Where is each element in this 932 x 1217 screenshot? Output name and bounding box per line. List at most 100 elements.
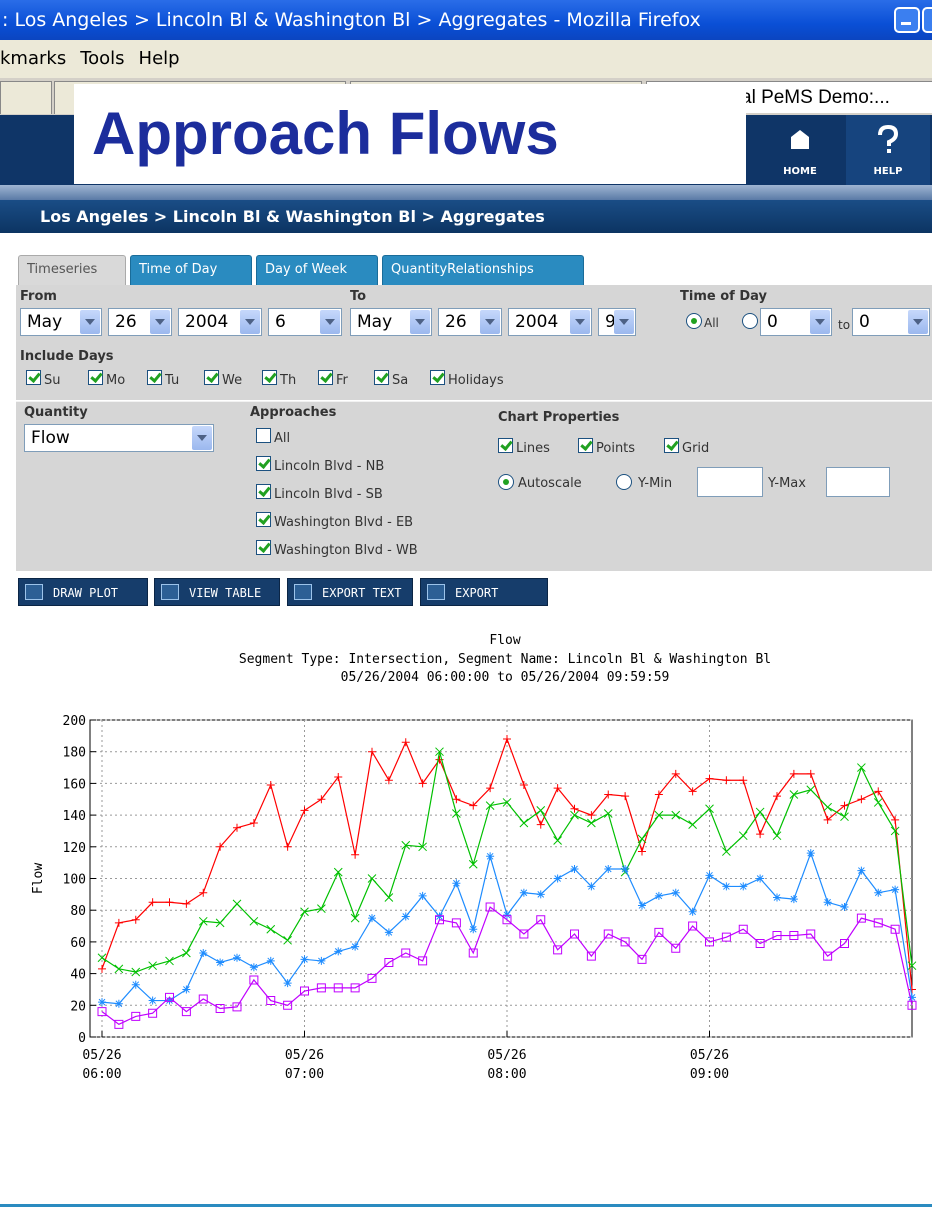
text-input[interactable] <box>826 467 890 497</box>
data-point <box>891 885 900 894</box>
select[interactable]: 6 <box>268 308 342 336</box>
data-point <box>503 735 511 744</box>
checkbox[interactable] <box>256 512 271 527</box>
checkbox-label: Fr <box>336 373 348 388</box>
data-point <box>98 998 106 1007</box>
select[interactable]: 0 <box>852 308 930 336</box>
data-point <box>334 947 343 956</box>
page-tab[interactable]: QuantityRelationships <box>382 255 584 285</box>
data-point <box>553 945 563 955</box>
field-label: Include Days <box>20 349 114 364</box>
checkbox[interactable] <box>26 370 41 385</box>
data-point <box>823 802 832 812</box>
radio[interactable] <box>616 474 632 490</box>
select[interactable]: 26 <box>108 308 172 336</box>
data-point <box>233 953 241 962</box>
button[interactable]: VIEW TABLE <box>154 578 280 606</box>
select[interactable]: May <box>20 308 102 336</box>
data-point <box>823 815 832 824</box>
data-point <box>351 942 360 951</box>
data-point <box>840 903 849 912</box>
tab-title: al PeMS Demo:... <box>741 87 890 108</box>
data-point <box>553 836 562 845</box>
checkbox[interactable] <box>578 438 593 453</box>
page-tab[interactable]: Day of Week <box>256 255 378 285</box>
data-point <box>367 973 377 983</box>
chart-title: Flow <box>489 633 520 648</box>
data-point <box>773 792 781 801</box>
checkbox[interactable] <box>256 428 271 443</box>
checkbox[interactable] <box>256 484 271 499</box>
menu-item[interactable]: Tools <box>80 48 125 69</box>
y-axis-label: Flow <box>31 863 46 894</box>
checkbox[interactable] <box>262 370 277 385</box>
radio[interactable] <box>686 313 702 329</box>
checkbox[interactable] <box>256 456 271 471</box>
select[interactable]: 2004 <box>178 308 262 336</box>
menu-item[interactable]: kmarks <box>0 48 67 69</box>
menu-bar: kmarks Tools Help <box>0 40 932 78</box>
select[interactable]: Flow <box>24 424 214 452</box>
data-point <box>182 948 191 958</box>
checkbox-label: Holidays <box>448 373 504 388</box>
data-point <box>688 921 698 931</box>
window-buttons[interactable] <box>894 6 932 34</box>
radio[interactable] <box>742 313 758 329</box>
menu-item[interactable]: Help <box>138 48 180 69</box>
window-title-bar: : Los Angeles > Lincoln Bl & Washington … <box>0 0 932 40</box>
checkbox[interactable] <box>204 370 219 385</box>
checkbox[interactable] <box>430 370 445 385</box>
data-point <box>840 801 849 810</box>
data-point <box>705 937 714 947</box>
button[interactable]: EXPORT TEXT <box>287 578 413 606</box>
text: VIEW TABLE <box>189 586 262 600</box>
checkbox[interactable] <box>374 370 389 385</box>
checkbox[interactable] <box>147 370 162 385</box>
text: EXPORT to.XLS <box>455 586 499 628</box>
checkbox[interactable] <box>498 438 513 453</box>
data-point <box>873 918 883 928</box>
checkbox[interactable] <box>88 370 103 385</box>
data-point <box>908 985 916 994</box>
page-tab[interactable]: Time of Day <box>130 255 252 285</box>
data-point <box>384 928 393 937</box>
checkbox[interactable] <box>664 438 679 453</box>
text-input[interactable] <box>697 467 763 497</box>
data-point <box>789 931 799 941</box>
data-point <box>283 935 292 945</box>
y-tick-label: 40 <box>70 968 86 983</box>
breadcrumb: Los Angeles > Lincoln Bl & Washington Bl… <box>0 200 932 233</box>
data-point <box>384 893 394 902</box>
data-point <box>216 842 225 851</box>
select[interactable]: 9 <box>598 308 636 336</box>
nav-button[interactable]: HELP <box>846 115 930 185</box>
data-point <box>772 931 782 941</box>
data-point <box>856 913 866 923</box>
checkbox-label: Grid <box>682 441 710 456</box>
data-point <box>823 898 832 907</box>
radio[interactable] <box>498 474 514 490</box>
data-point <box>114 999 123 1008</box>
nav-button[interactable]: HOME <box>758 115 842 185</box>
checkbox-label: Lincoln Blvd - SB <box>274 487 383 502</box>
select[interactable]: 0 <box>760 308 832 336</box>
checkbox[interactable] <box>318 370 333 385</box>
button[interactable]: DRAW PLOT <box>18 578 148 606</box>
form-panel <box>16 285 932 400</box>
data-point <box>266 956 275 965</box>
page-tab[interactable]: Timeseries <box>18 255 126 285</box>
data-point <box>249 963 258 972</box>
select[interactable]: May <box>350 308 432 336</box>
data-point <box>469 801 478 810</box>
data-point <box>806 849 815 858</box>
data-point <box>486 784 495 793</box>
select[interactable]: 26 <box>438 308 502 336</box>
data-point <box>401 948 411 958</box>
checkbox[interactable] <box>256 540 271 555</box>
data-point <box>368 747 376 756</box>
data-point <box>907 1000 917 1010</box>
select[interactable]: 2004 <box>508 308 592 336</box>
browser-tab[interactable] <box>0 81 52 114</box>
button[interactable]: EXPORT to.XLS <box>420 578 548 628</box>
data-point <box>587 818 596 828</box>
